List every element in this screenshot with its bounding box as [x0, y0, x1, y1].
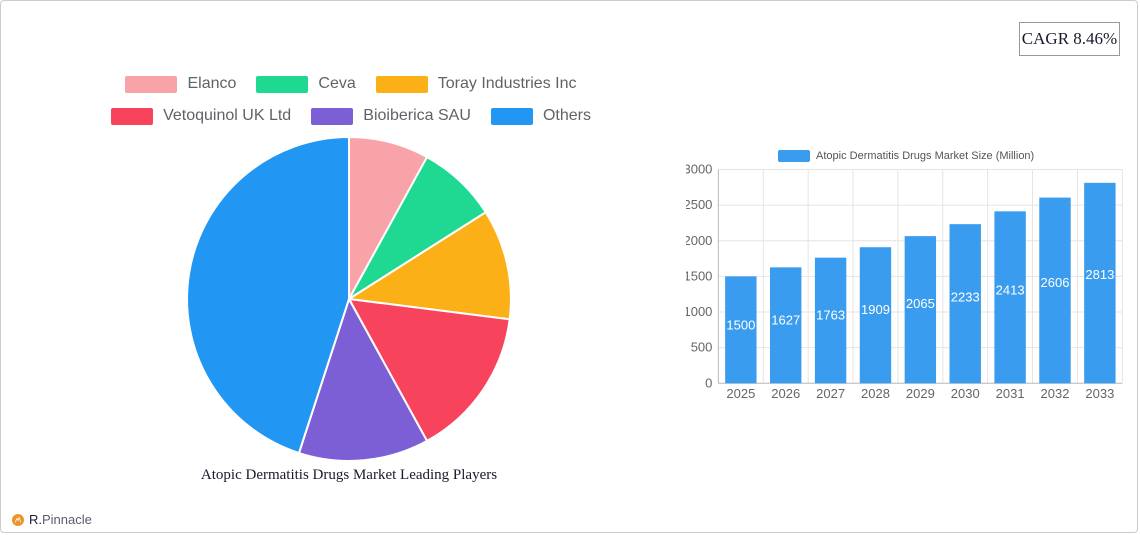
svg-text:0: 0 [705, 375, 712, 390]
svg-text:2233: 2233 [951, 289, 980, 304]
svg-text:3000: 3000 [686, 162, 712, 177]
svg-text:500: 500 [691, 340, 713, 355]
svg-text:1763: 1763 [816, 307, 845, 322]
svg-text:2032: 2032 [1041, 386, 1070, 401]
svg-text:2026: 2026 [771, 386, 800, 401]
svg-text:2031: 2031 [996, 386, 1025, 401]
svg-text:2027: 2027 [816, 386, 845, 401]
svg-text:1500: 1500 [726, 318, 755, 333]
svg-text:2033: 2033 [1085, 386, 1114, 401]
svg-text:1627: 1627 [771, 313, 800, 328]
svg-text:2065: 2065 [906, 296, 935, 311]
svg-text:1909: 1909 [861, 302, 890, 317]
svg-text:2000: 2000 [686, 233, 712, 248]
svg-text:2500: 2500 [686, 197, 712, 212]
svg-text:2025: 2025 [726, 386, 755, 401]
svg-text:2413: 2413 [996, 282, 1025, 297]
svg-text:2029: 2029 [906, 386, 935, 401]
svg-text:1500: 1500 [686, 268, 712, 283]
svg-text:2813: 2813 [1085, 267, 1114, 282]
svg-text:2030: 2030 [951, 386, 980, 401]
svg-text:1000: 1000 [686, 304, 712, 319]
svg-text:2028: 2028 [861, 386, 890, 401]
svg-text:2606: 2606 [1041, 275, 1070, 290]
